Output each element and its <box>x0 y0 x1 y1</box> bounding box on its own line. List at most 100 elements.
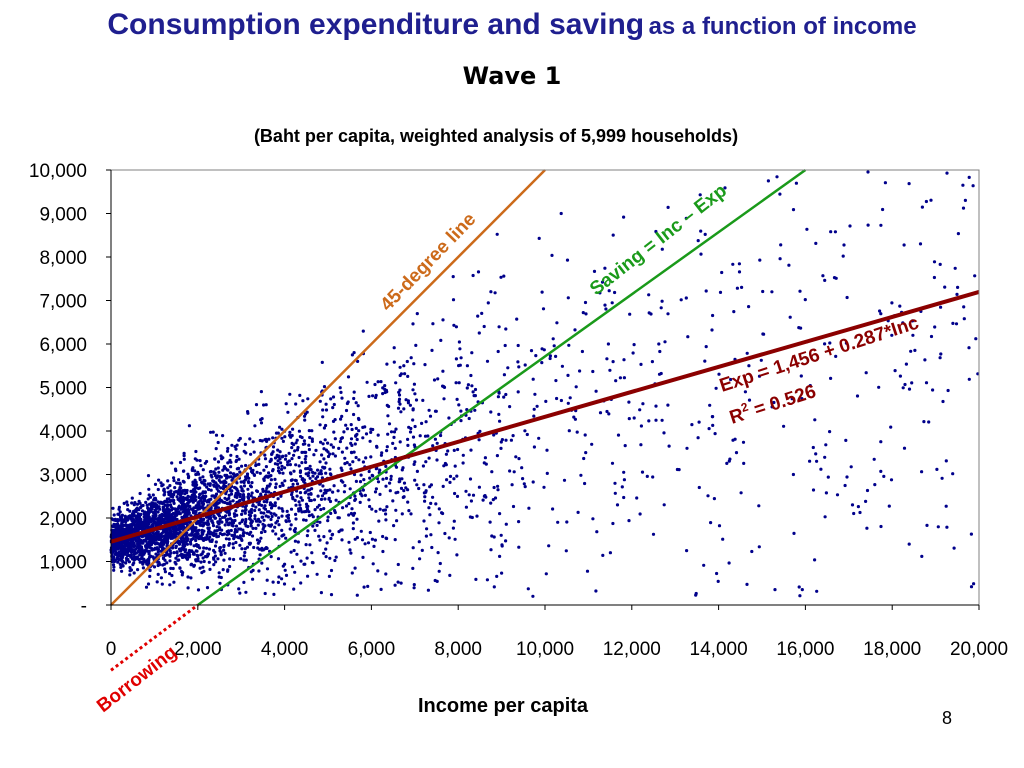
scatter-point <box>775 175 779 179</box>
scatter-point <box>421 398 425 402</box>
scatter-point <box>639 424 644 428</box>
scatter-point <box>196 554 200 558</box>
scatter-point <box>171 511 175 516</box>
scatter-point <box>378 468 382 472</box>
scatter-point <box>265 500 269 504</box>
scatter-point <box>504 392 508 397</box>
scatter-point <box>189 576 193 580</box>
scatter-point <box>242 580 246 585</box>
scatter-point <box>447 416 451 420</box>
scatter-point <box>182 454 186 458</box>
scatter-point <box>148 568 152 572</box>
scatter-point <box>241 494 245 498</box>
scatter-point <box>194 538 198 543</box>
scatter-point <box>308 464 312 468</box>
scatter-point <box>163 490 167 494</box>
scatter-point <box>273 477 277 481</box>
scatter-point <box>216 460 221 464</box>
scatter-point <box>178 486 182 490</box>
scatter-point <box>378 492 382 496</box>
scatter-point <box>685 446 689 450</box>
scatter-point <box>455 494 460 498</box>
scatter-point <box>696 239 700 243</box>
scatter-point <box>218 517 222 522</box>
scatter-point <box>285 509 289 513</box>
scatter-point <box>190 537 194 542</box>
scatter-point <box>169 551 173 555</box>
scatter-point <box>607 289 611 293</box>
scatter-point <box>273 504 277 508</box>
scatter-point <box>276 459 280 463</box>
scatter-point <box>441 369 445 373</box>
scatter-point <box>286 410 290 414</box>
scatter-point <box>287 459 291 463</box>
scatter-point <box>331 406 335 410</box>
scatter-point <box>375 444 379 448</box>
scatter-point <box>308 476 312 480</box>
scatter-point <box>251 503 255 507</box>
scatter-point <box>584 451 588 455</box>
scatter-point <box>246 411 250 415</box>
scatter-point <box>284 402 288 406</box>
scatter-point <box>231 542 235 546</box>
scatter-point <box>291 427 295 431</box>
scatter-point <box>225 501 229 505</box>
scatter-point <box>238 495 242 499</box>
scatter-point <box>504 522 508 526</box>
scatter-point <box>805 227 809 231</box>
scatter-point <box>120 559 124 563</box>
scatter-point <box>439 338 443 342</box>
scatter-point <box>234 473 238 478</box>
scatter-point <box>202 538 206 543</box>
scatter-point <box>437 521 441 525</box>
scatter-point <box>770 405 774 409</box>
scatter-point <box>127 516 131 520</box>
scatter-point <box>178 489 182 493</box>
x-tick-label: 4,000 <box>261 639 309 660</box>
scatter-point <box>409 356 413 360</box>
scatter-point <box>368 530 372 535</box>
scatter-point <box>794 181 799 185</box>
scatter-point <box>394 508 398 512</box>
scatter-point <box>147 533 151 537</box>
scatter-point <box>264 437 268 441</box>
scatter-point <box>326 441 330 445</box>
scatter-point <box>183 544 187 548</box>
scatter-point <box>329 593 334 597</box>
scatter-point <box>813 558 817 562</box>
scatter-point <box>453 491 457 496</box>
scatter-point <box>277 523 281 527</box>
scatter-point <box>761 289 765 294</box>
scatter-point <box>364 456 368 460</box>
scatter-point <box>288 430 292 434</box>
scatter-point <box>235 513 239 517</box>
scatter-point <box>461 453 465 457</box>
scatter-point <box>142 560 146 564</box>
y-tick-label: 9,000 <box>39 205 87 226</box>
scatter-point <box>304 467 308 471</box>
scatter-point <box>255 489 260 494</box>
scatter-point <box>278 425 282 429</box>
scatter-point <box>258 471 262 475</box>
scatter-point <box>615 503 620 507</box>
scatter-point <box>331 445 335 449</box>
scatter-point <box>221 456 225 460</box>
scatter-point <box>385 505 389 509</box>
scatter-point <box>245 472 250 476</box>
saving-line <box>197 168 807 607</box>
scatter-point <box>254 403 259 407</box>
scatter-point <box>395 519 399 523</box>
scatter-point <box>887 504 891 508</box>
scatter-point <box>234 524 239 528</box>
scatter-point <box>144 539 148 543</box>
scatter-point <box>412 362 416 366</box>
scatter-point <box>207 522 211 527</box>
scatter-point <box>447 536 451 540</box>
scatter-point <box>228 471 233 475</box>
scatter-point <box>128 566 132 570</box>
scatter-point <box>232 536 236 540</box>
scatter-point <box>376 480 381 484</box>
scatter-point <box>118 562 122 567</box>
scatter-point <box>203 521 207 525</box>
scatter-point <box>364 432 369 436</box>
